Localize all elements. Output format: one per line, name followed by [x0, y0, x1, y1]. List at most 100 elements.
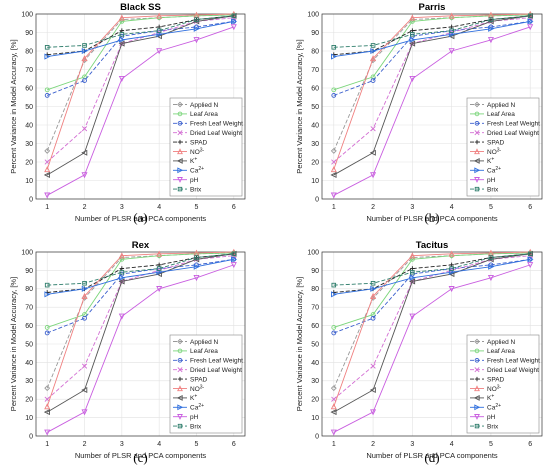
data-point: [488, 263, 495, 270]
y-tick-label: 80: [311, 286, 319, 293]
series-line: [333, 20, 531, 57]
data-point: [527, 24, 534, 31]
legend-label: Ca2+: [487, 166, 501, 175]
legend-marker: [177, 130, 183, 136]
x-tick-label: 4: [450, 204, 454, 211]
data-point: [118, 313, 125, 320]
data-point: [488, 17, 494, 22]
y-axis-label: Percent Variance in Model Accuracy, [%]: [9, 39, 18, 173]
data-point: [231, 251, 237, 257]
data-point: [193, 18, 200, 25]
series-7: [330, 250, 533, 416]
data-point: [194, 17, 199, 22]
data-point: [409, 18, 415, 24]
data-point: [487, 275, 494, 282]
legend: Applied N Leaf Area Fresh Leaf Weight Dried…: [466, 334, 540, 434]
data-point: [526, 12, 533, 19]
y-tick-label: 50: [25, 104, 33, 111]
data-point: [527, 256, 534, 263]
legend-marker: [474, 177, 480, 183]
data-point: [487, 37, 494, 44]
x-tick-label: 2: [371, 204, 375, 211]
data-point: [331, 325, 337, 330]
legend-marker: [177, 139, 183, 145]
legend-label: Brix: [487, 423, 499, 430]
data-point: [527, 13, 533, 19]
x-tick-label: 4: [450, 441, 454, 448]
legend-label: NO3-: [487, 384, 502, 393]
data-point: [370, 315, 376, 321]
data-point: [156, 286, 163, 293]
x-tick-label: 5: [195, 204, 199, 211]
legend-marker: [177, 111, 183, 117]
x-tick-label: 1: [45, 441, 49, 448]
axes-frame: [321, 251, 543, 437]
legend-marker: [474, 385, 480, 392]
data-point: [448, 48, 455, 55]
legend-marker: [474, 139, 480, 145]
series-line: [333, 253, 531, 413]
series-line: [333, 13, 531, 170]
data-point: [409, 40, 416, 47]
x-tick-label: 3: [410, 204, 414, 211]
data-point: [43, 409, 50, 416]
data-point: [118, 14, 125, 21]
y-tick-label: 80: [311, 48, 319, 55]
data-point: [44, 147, 51, 154]
x-tick-label: 4: [157, 204, 161, 211]
data-point: [487, 18, 494, 25]
data-point: [156, 250, 163, 257]
data-point: [370, 280, 376, 286]
data-point: [119, 18, 125, 24]
data-point: [193, 263, 200, 270]
y-tick-label: 100: [21, 249, 33, 256]
panel-caption: (b): [424, 210, 439, 225]
series-line: [333, 258, 531, 334]
chart-panel-3: 0 10 20 30 40 50 60 70 80 90 100 1 2 3 4 5 6 Rex Number of…: [9, 240, 246, 465]
data-point: [331, 291, 338, 298]
x-tick-label: 5: [195, 441, 199, 448]
axes-frame: [35, 251, 246, 437]
legend-marker: [473, 157, 480, 164]
y-tick-label: 60: [25, 85, 33, 92]
data-point: [193, 37, 200, 44]
legend-label: pH: [190, 177, 199, 184]
series-9: [330, 24, 534, 199]
panel-caption: (a): [133, 210, 147, 225]
data-point: [331, 282, 337, 288]
legend-marker: [177, 423, 183, 429]
series-line: [333, 258, 531, 295]
data-point: [370, 409, 377, 416]
series-line: [333, 20, 531, 96]
data-point: [119, 274, 126, 281]
series-line: [333, 14, 531, 91]
data-point: [410, 269, 415, 275]
data-point: [82, 315, 87, 321]
data-point: [449, 266, 454, 271]
legend-marker: [177, 177, 183, 183]
legend-label: Applied N: [190, 339, 218, 346]
data-point: [118, 75, 125, 83]
legend-label: Ca2+: [190, 166, 204, 175]
data-point: [118, 252, 125, 259]
series-line: [333, 252, 531, 389]
y-tick-label: 20: [25, 397, 33, 404]
legend-marker: [474, 111, 480, 117]
legend-label: pH: [487, 414, 496, 421]
legend-marker: [474, 348, 480, 354]
y-axis-label: Percent Variance in Model Accuracy, [%]: [295, 277, 304, 411]
legend-marker: [177, 148, 183, 155]
data-point: [193, 275, 200, 282]
legend-marker: [474, 414, 480, 420]
series-10: [44, 13, 237, 50]
data-point: [231, 18, 238, 25]
series-line: [47, 15, 234, 48]
legend-label: Dried Leaf Weight: [190, 130, 242, 137]
data-point: [43, 171, 50, 178]
y-tick-label: 30: [311, 141, 319, 148]
legend-marker: [177, 385, 183, 392]
data-point: [409, 278, 416, 285]
data-point: [119, 32, 125, 37]
series-line: [46, 264, 234, 433]
